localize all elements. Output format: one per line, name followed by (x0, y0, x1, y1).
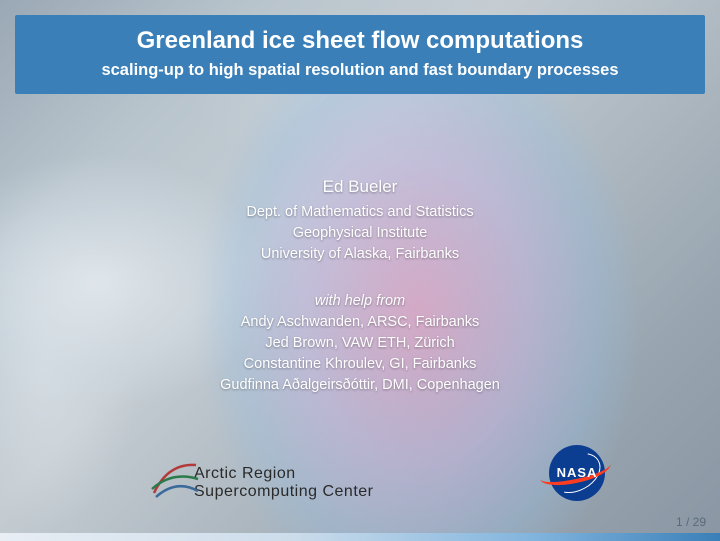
helper-line: Jed Brown, VAW ETH, Zürich (0, 333, 720, 354)
arctic-logo-line1: Arctic Region (194, 465, 373, 483)
helper-line: Andy Aschwanden, ARSC, Fairbanks (0, 312, 720, 333)
page-sep: / (683, 515, 693, 529)
affiliation-line: Geophysical Institute (0, 223, 720, 244)
page-current: 1 (676, 515, 683, 529)
title-block: Greenland ice sheet flow computations sc… (15, 15, 705, 94)
logo-row: Arctic Region Supercomputing Center NASA (0, 445, 720, 501)
affiliation-line: Dept. of Mathematics and Statistics (0, 202, 720, 223)
page-number: 1 / 29 (676, 515, 706, 529)
affiliation-line: University of Alaska, Fairbanks (0, 244, 720, 265)
page-total: 29 (693, 515, 706, 529)
author-name: Ed Bueler (0, 175, 720, 200)
helper-line: Constantine Khroulev, GI, Fairbanks (0, 354, 720, 375)
arctic-region-logo: Arctic Region Supercomputing Center (160, 465, 373, 501)
nasa-text: NASA (544, 465, 610, 480)
arctic-logo-line2: Supercomputing Center (194, 483, 373, 501)
footer-gradient-bar (0, 533, 720, 541)
slide-title: Greenland ice sheet flow computations (25, 27, 695, 55)
slide-subtitle: scaling-up to high spatial resolution an… (25, 61, 695, 80)
nasa-logo: NASA (544, 445, 610, 501)
helpers-intro: with help from (0, 291, 720, 312)
helper-line: Gudfinna Aðalgeirsðóttir, DMI, Copenhage… (0, 375, 720, 396)
author-block: Ed Bueler Dept. of Mathematics and Stati… (0, 175, 720, 396)
arctic-swoosh-icon (150, 457, 200, 501)
